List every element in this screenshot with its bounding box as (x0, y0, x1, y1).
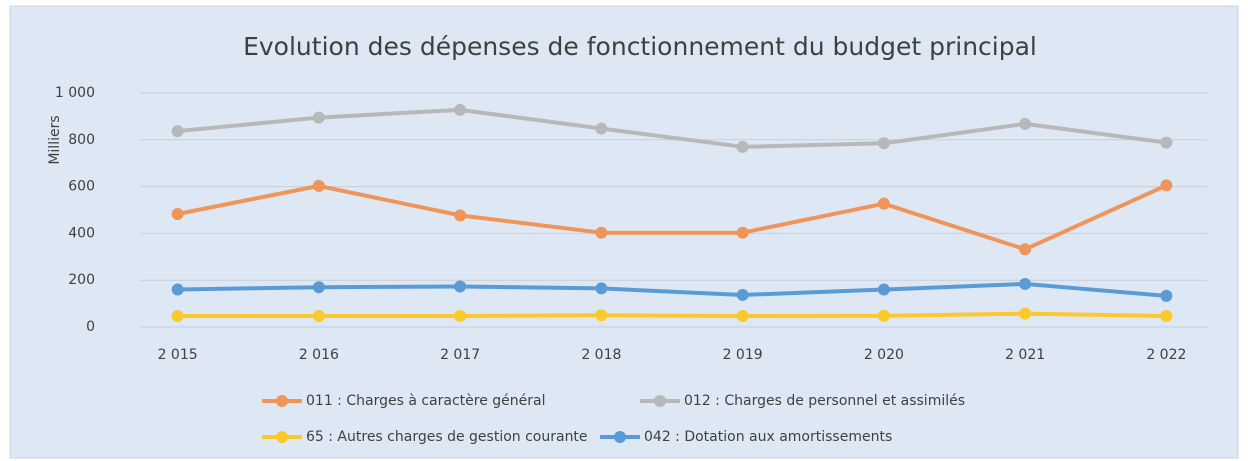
data-point (1160, 179, 1173, 192)
data-point (312, 281, 325, 294)
data-point (171, 125, 184, 138)
data-point (877, 309, 890, 322)
data-point (595, 282, 608, 295)
data-point (1160, 136, 1173, 149)
x-tick-label: 2 020 (864, 347, 904, 363)
x-tick-label: 2 016 (299, 347, 339, 363)
data-point (1019, 277, 1032, 290)
data-point (454, 103, 467, 116)
y-tick-label: 800 (68, 132, 95, 148)
data-point (171, 283, 184, 296)
data-point (595, 309, 608, 322)
x-tick-label: 2 017 (440, 347, 480, 363)
data-point (736, 140, 749, 153)
data-point (736, 288, 749, 301)
data-point (312, 179, 325, 192)
data-point (171, 207, 184, 220)
x-tick-label: 2 018 (581, 347, 621, 363)
data-point (312, 111, 325, 124)
data-point (312, 310, 325, 323)
x-tick-label: 2 022 (1146, 347, 1186, 363)
y-axis-label: Milliers (47, 115, 63, 164)
x-tick-label: 2 019 (723, 347, 763, 363)
data-point (1160, 310, 1173, 323)
y-tick-label: 400 (68, 225, 95, 241)
data-point (736, 226, 749, 239)
data-point (877, 197, 890, 210)
data-point (1160, 289, 1173, 302)
series-line (177, 281, 1167, 298)
y-tick-label: 600 (68, 179, 95, 195)
data-point (595, 226, 608, 239)
y-tick-label: 0 (86, 319, 95, 335)
data-point (877, 283, 890, 296)
data-point (1019, 117, 1032, 130)
y-tick-label: 1 000 (55, 85, 95, 101)
data-point (171, 310, 184, 323)
x-tick-label: 2 021 (1005, 347, 1045, 363)
legend-marker (276, 395, 288, 407)
legend-marker (276, 431, 288, 443)
data-point (1019, 307, 1032, 320)
legend-label: 65 : Autres charges de gestion courante (306, 429, 588, 445)
data-point (454, 209, 467, 222)
data-point (454, 280, 467, 293)
legend-marker (614, 431, 626, 443)
series-line (177, 107, 1167, 149)
data-point (595, 122, 608, 135)
series-line (177, 183, 1168, 252)
legend-label: 042 : Dotation aux amortissements (644, 429, 892, 445)
legend-label: 011 : Charges à caractère général (306, 393, 545, 409)
legend-label: 012 : Charges de personnel et assimilés (684, 393, 965, 409)
series-line (177, 311, 1167, 319)
data-point (1019, 243, 1032, 256)
x-tick-label: 2 015 (158, 347, 198, 363)
y-tick-label: 200 (68, 272, 95, 288)
legend-marker (654, 395, 666, 407)
data-point (877, 137, 890, 150)
data-point (736, 310, 749, 323)
data-point (454, 310, 467, 323)
chart-title: Evolution des dépenses de fonctionnement… (243, 32, 1037, 61)
